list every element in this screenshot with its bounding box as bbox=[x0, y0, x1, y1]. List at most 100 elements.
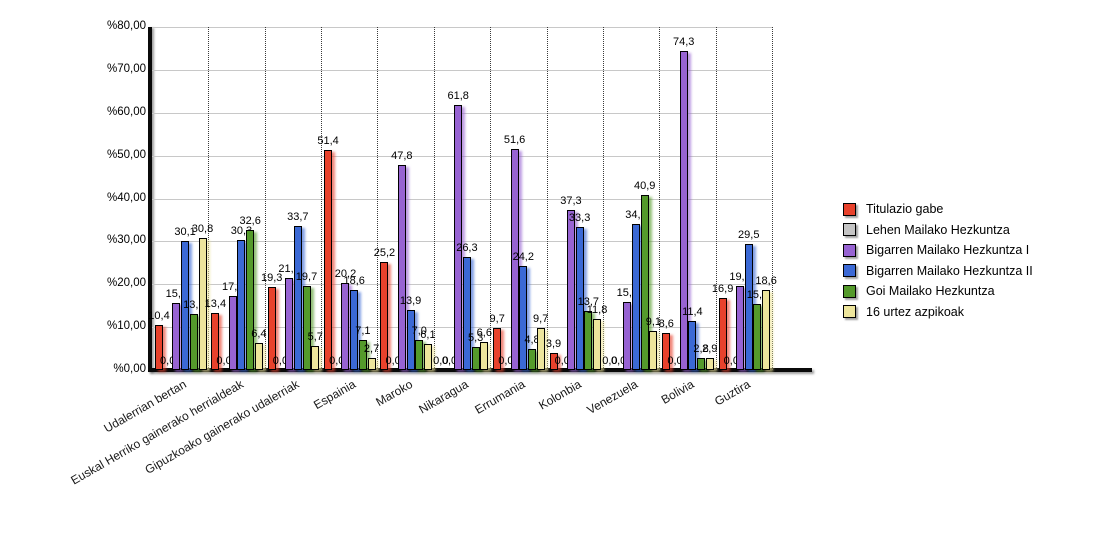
bar-bigarren-mailako-hezkuntza-ii bbox=[293, 225, 302, 370]
value-label: 3,9 bbox=[545, 338, 562, 351]
legend-label: Bigarren Mailako Hezkuntza I bbox=[866, 243, 1030, 257]
y-tick-label: %80,00 bbox=[106, 20, 146, 32]
value-label: 0,0 bbox=[602, 355, 618, 367]
category-separator-dotted bbox=[602, 27, 604, 370]
value-label: 24,2 bbox=[512, 251, 534, 264]
value-label: 0,0 bbox=[441, 355, 458, 367]
category-separator-dotted bbox=[264, 27, 266, 370]
value-label: 6,6 bbox=[476, 326, 492, 339]
legend-swatch-icon bbox=[843, 202, 856, 216]
y-tick-label: %10,00 bbox=[106, 320, 146, 333]
value-label: 0,0 bbox=[723, 355, 739, 367]
legend-swatch-icon bbox=[843, 305, 856, 318]
category-separator-dotted bbox=[659, 27, 661, 370]
bar-goi-mailako-hezkuntza bbox=[753, 304, 762, 370]
value-label: 61,8 bbox=[447, 90, 469, 103]
legend-item: Goi Mailako Hezkuntza bbox=[843, 284, 1033, 298]
value-label: 20,2 bbox=[334, 268, 357, 281]
value-label: 30,1 bbox=[174, 225, 196, 238]
category-label: Venezuela bbox=[584, 377, 641, 418]
legend-swatch-icon bbox=[843, 243, 856, 257]
bar-titulazio-gabe bbox=[380, 261, 389, 370]
category-label: Espainia bbox=[311, 377, 359, 413]
gridline-horizontal bbox=[152, 69, 772, 71]
value-label: 51,6 bbox=[503, 133, 526, 146]
bar-bigarren-mailako-hezkuntza-ii bbox=[688, 321, 697, 370]
value-label: 0,0 bbox=[385, 355, 401, 367]
value-label: 5,7 bbox=[307, 330, 323, 343]
bar-bigarren-mailako-hezkuntza-i bbox=[172, 303, 181, 370]
x-axis-line bbox=[148, 368, 812, 372]
legend-item: Titulazio gabe bbox=[843, 202, 1033, 216]
y-tick-label: %60,00 bbox=[106, 105, 146, 118]
y-tick-label: %40,00 bbox=[106, 191, 146, 204]
value-label: 74,3 bbox=[672, 36, 695, 49]
category-separator-dotted bbox=[546, 27, 548, 370]
bar-goi-mailako-hezkuntza bbox=[640, 194, 649, 370]
value-label: 0,0 bbox=[216, 355, 232, 367]
bar-bigarren-mailako-hezkuntza-ii bbox=[406, 310, 415, 370]
category-label: Maroko bbox=[372, 377, 415, 410]
value-label: 16,9 bbox=[711, 282, 734, 295]
y-tick-label: %20,00 bbox=[106, 277, 146, 290]
bar-goi-mailako-hezkuntza bbox=[527, 349, 536, 370]
bar-bigarren-mailako-hezkuntza-ii bbox=[575, 227, 584, 370]
value-label: 8,6 bbox=[658, 318, 674, 331]
legend-swatch-icon bbox=[843, 284, 856, 298]
bar-16-urtez-azpikoak bbox=[423, 343, 432, 370]
bar-goi-mailako-hezkuntza bbox=[302, 285, 311, 370]
legend-label: Lehen Mailako Hezkuntza bbox=[866, 222, 1010, 237]
bar-bigarren-mailako-hezkuntza-i bbox=[623, 301, 632, 370]
bar-titulazio-gabe bbox=[662, 333, 671, 370]
bar-titulazio-gabe bbox=[155, 325, 163, 370]
value-label: 9,7 bbox=[533, 313, 549, 326]
bar-16-urtez-azpikoak bbox=[480, 341, 489, 370]
value-label: 19,3 bbox=[261, 272, 283, 285]
value-label: 33,3 bbox=[568, 212, 591, 225]
y-tick-label: %0,00 bbox=[113, 363, 146, 375]
value-label: 0,0 bbox=[498, 355, 514, 367]
legend-swatch-icon bbox=[843, 223, 856, 236]
bar-bigarren-mailako-hezkuntza-ii bbox=[462, 257, 471, 370]
value-label: 7,1 bbox=[355, 324, 371, 337]
bar-bigarren-mailako-hezkuntza-i bbox=[228, 296, 237, 370]
value-label: 2,8 bbox=[693, 343, 709, 355]
bar-16-urtez-azpikoak bbox=[536, 328, 545, 370]
value-label: 32,6 bbox=[239, 215, 261, 228]
category-separator-dotted bbox=[490, 27, 492, 370]
value-label: 26,3 bbox=[456, 242, 478, 255]
bar-goi-mailako-hezkuntza bbox=[358, 339, 367, 370]
bar-16-urtez-azpikoak bbox=[649, 330, 658, 370]
value-label: 0,0 bbox=[160, 355, 176, 367]
value-label: 7,0 bbox=[411, 325, 427, 337]
bar-16-urtez-azpikoak bbox=[762, 290, 771, 370]
bar-titulazio-gabe bbox=[211, 312, 220, 370]
value-label: 29,5 bbox=[738, 228, 760, 241]
value-label: 0,0 bbox=[272, 355, 289, 367]
value-label: 6,4 bbox=[251, 327, 267, 340]
bar-bigarren-mailako-hezkuntza-ii bbox=[181, 240, 190, 370]
bar-goi-mailako-hezkuntza bbox=[697, 358, 706, 370]
legend-item: 16 urtez azpikoak bbox=[843, 305, 1033, 319]
plot-area: 10,4 0,0 15,6 30,1 13,1 30,8 13,4 0,0 17,2 30,3 32… bbox=[148, 27, 777, 370]
bar-titulazio-gabe bbox=[267, 287, 276, 370]
bar-goi-mailako-hezkuntza bbox=[584, 311, 593, 370]
value-label: 13,9 bbox=[399, 295, 422, 308]
legend-label: Titulazio gabe bbox=[866, 202, 944, 216]
value-label: 11,8 bbox=[586, 304, 608, 317]
value-label: 5,3 bbox=[467, 332, 484, 345]
bar-titulazio-gabe bbox=[493, 328, 502, 370]
category-separator-dotted bbox=[208, 27, 210, 370]
bar-bigarren-mailako-hezkuntza-i bbox=[285, 277, 294, 370]
bar-bigarren-mailako-hezkuntza-ii bbox=[237, 240, 246, 370]
value-label: 2,7 bbox=[363, 343, 380, 356]
category-separator-dotted bbox=[715, 27, 717, 370]
bar-goi-mailako-hezkuntza bbox=[471, 347, 480, 370]
value-label: 40,9 bbox=[633, 179, 656, 192]
bar-bigarren-mailako-hezkuntza-ii bbox=[632, 223, 640, 370]
value-label: 13,4 bbox=[204, 297, 227, 310]
legend-label: 16 urtez azpikoak bbox=[866, 304, 964, 319]
legend-label: Goi Mailako Hezkuntza bbox=[866, 284, 995, 298]
bar-16-urtez-azpikoak bbox=[311, 345, 320, 370]
value-label: 51,4 bbox=[317, 134, 339, 147]
